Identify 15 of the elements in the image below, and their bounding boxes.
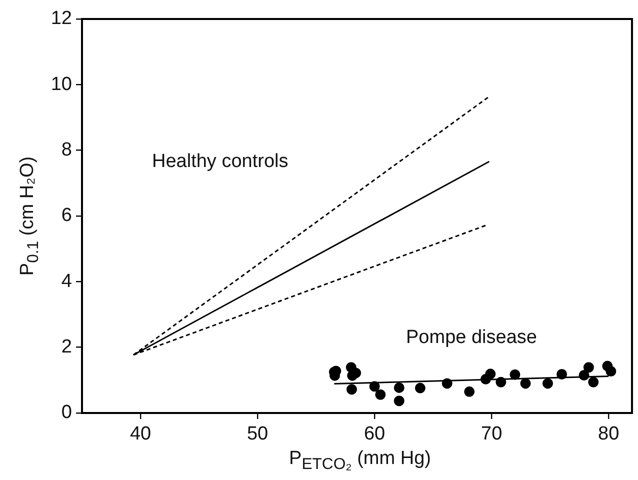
annotation: Healthy controls (152, 151, 288, 172)
y-tick-label: 10 (50, 74, 72, 95)
y-tick-label: 12 (50, 8, 72, 30)
y-tick-label: 2 (61, 336, 72, 358)
y-tick-label: 0 (61, 402, 72, 424)
annotation: Pompe disease (406, 327, 537, 348)
y-tick-label: 8 (61, 140, 72, 161)
y-tick-label: 6 (61, 205, 72, 226)
y-tick-label: 4 (61, 270, 72, 292)
x-axis-title: P$_{ETCO₂}$ (mm Hg) (289, 448, 431, 474)
x-tick-label: 80 (598, 424, 620, 445)
x-tick-label: 50 (246, 424, 268, 445)
x-tick-label: 60 (364, 424, 386, 445)
x-tick-label: 70 (481, 424, 502, 445)
x-tick-label: 40 (130, 424, 152, 445)
